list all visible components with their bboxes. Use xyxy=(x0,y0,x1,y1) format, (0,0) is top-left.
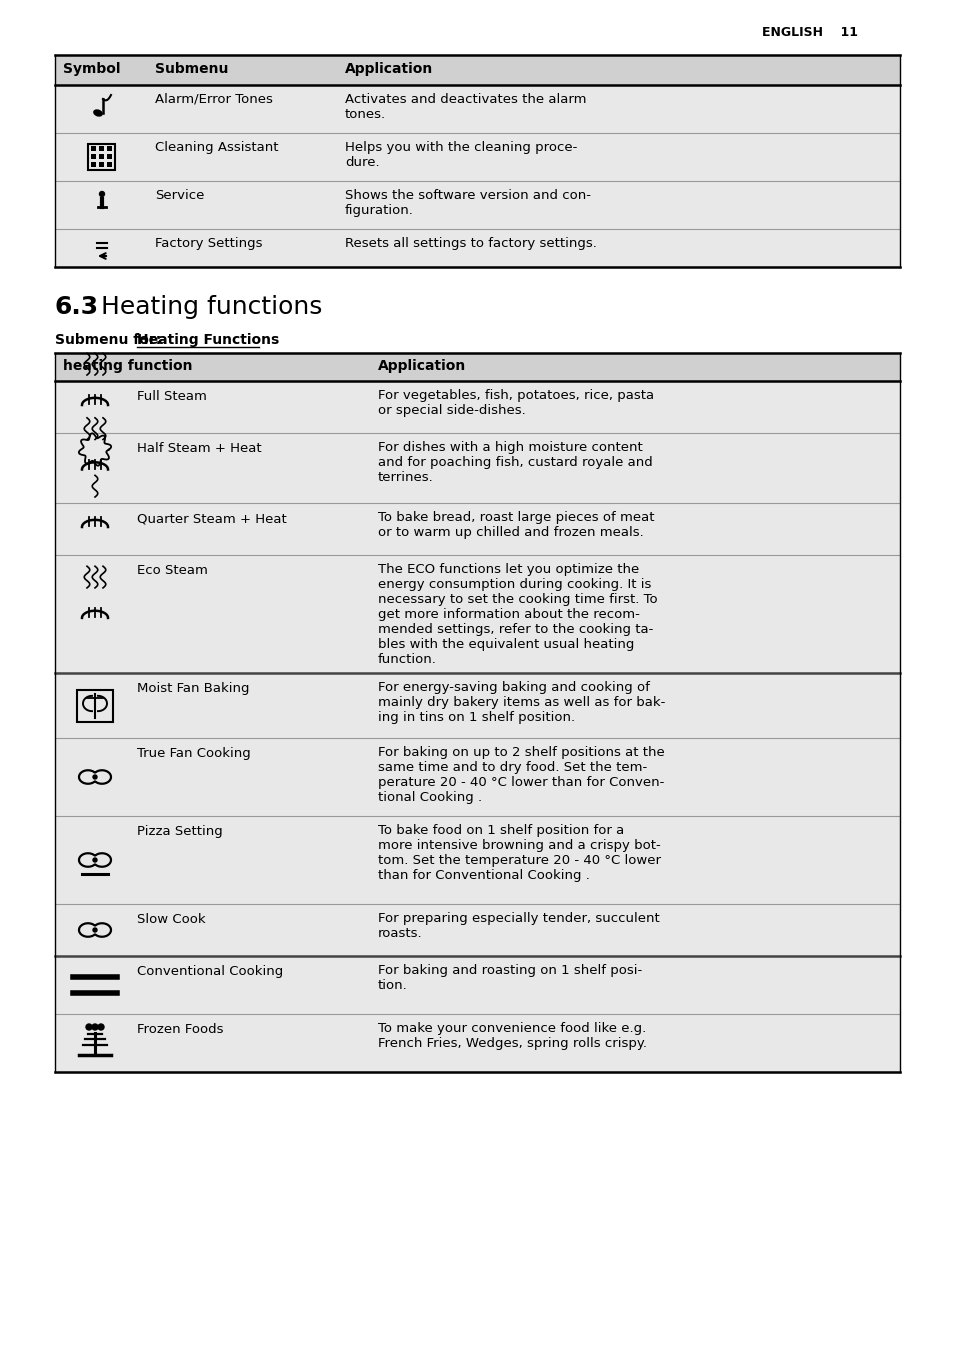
Circle shape xyxy=(98,1023,104,1030)
Bar xyxy=(55,228,899,266)
Bar xyxy=(99,162,104,168)
Circle shape xyxy=(92,775,97,779)
Bar xyxy=(55,956,899,1014)
Text: For vegetables, fish, potatoes, rice, pasta
or special side-dishes.: For vegetables, fish, potatoes, rice, pa… xyxy=(377,389,654,416)
Text: To bake bread, roast large pieces of meat
or to warm up chilled and frozen meals: To bake bread, roast large pieces of mea… xyxy=(377,511,654,539)
Text: Application: Application xyxy=(345,62,433,76)
Bar xyxy=(91,154,96,160)
Text: Resets all settings to factory settings.: Resets all settings to factory settings. xyxy=(345,237,597,250)
Text: Activates and deactivates the alarm
tones.: Activates and deactivates the alarm tone… xyxy=(345,93,586,120)
Text: 6.3: 6.3 xyxy=(55,295,99,319)
Bar xyxy=(55,556,899,673)
Text: Slow Cook: Slow Cook xyxy=(137,913,206,926)
Ellipse shape xyxy=(93,110,103,116)
Text: Frozen Foods: Frozen Foods xyxy=(137,1023,223,1036)
Text: Submenu: Submenu xyxy=(154,62,228,76)
Bar xyxy=(107,162,112,168)
Bar xyxy=(91,146,96,151)
Circle shape xyxy=(86,1023,91,1030)
Text: Service: Service xyxy=(154,189,204,201)
Bar xyxy=(55,738,899,817)
Text: Alarm/Error Tones: Alarm/Error Tones xyxy=(154,93,273,105)
Text: Half Steam + Heat: Half Steam + Heat xyxy=(137,442,261,456)
Circle shape xyxy=(92,859,97,863)
Text: For energy-saving baking and cooking of
mainly dry bakery items as well as for b: For energy-saving baking and cooking of … xyxy=(377,681,664,725)
Bar xyxy=(88,145,115,170)
Bar xyxy=(77,690,112,722)
Text: Helps you with the cleaning proce-
dure.: Helps you with the cleaning proce- dure. xyxy=(345,141,577,169)
Text: Cleaning Assistant: Cleaning Assistant xyxy=(154,141,278,154)
Text: heating function: heating function xyxy=(63,360,193,373)
Text: For baking on up to 2 shelf positions at the
same time and to dry food. Set the : For baking on up to 2 shelf positions at… xyxy=(377,746,664,804)
Bar xyxy=(91,162,96,168)
Bar xyxy=(55,1014,899,1072)
Text: The ECO functions let you optimize the
energy consumption during cooking. It is
: The ECO functions let you optimize the e… xyxy=(377,562,657,667)
Text: Moist Fan Baking: Moist Fan Baking xyxy=(137,681,250,695)
Text: Heating Functions: Heating Functions xyxy=(137,333,279,347)
Text: Application: Application xyxy=(377,360,466,373)
Bar xyxy=(55,181,899,228)
Bar xyxy=(55,673,899,738)
Text: Submenu for:: Submenu for: xyxy=(55,333,166,347)
Text: True Fan Cooking: True Fan Cooking xyxy=(137,748,251,760)
Text: For dishes with a high moisture content
and for poaching fish, custard royale an: For dishes with a high moisture content … xyxy=(377,441,652,484)
Bar xyxy=(99,154,104,160)
Text: For baking and roasting on 1 shelf posi-
tion.: For baking and roasting on 1 shelf posi-… xyxy=(377,964,641,992)
Text: To make your convenience food like e.g.
French Fries, Wedges, spring rolls crisp: To make your convenience food like e.g. … xyxy=(377,1022,646,1051)
Text: Conventional Cooking: Conventional Cooking xyxy=(137,965,283,977)
Text: Pizza Setting: Pizza Setting xyxy=(137,825,222,838)
Bar xyxy=(55,817,899,904)
Bar xyxy=(55,132,899,181)
Text: Heating functions: Heating functions xyxy=(92,295,322,319)
Bar xyxy=(55,85,899,132)
Text: For preparing especially tender, succulent
roasts.: For preparing especially tender, succule… xyxy=(377,913,659,940)
Text: Full Steam: Full Steam xyxy=(137,389,207,403)
Circle shape xyxy=(99,192,105,196)
Circle shape xyxy=(92,927,97,932)
Bar xyxy=(55,381,899,433)
Bar xyxy=(55,433,899,503)
Circle shape xyxy=(91,1023,98,1030)
Bar xyxy=(55,503,899,556)
Bar xyxy=(107,154,112,160)
Bar xyxy=(55,55,899,85)
Text: Quarter Steam + Heat: Quarter Steam + Heat xyxy=(137,512,287,525)
Bar xyxy=(55,353,899,381)
Text: Shows the software version and con-
figuration.: Shows the software version and con- figu… xyxy=(345,189,590,218)
Text: Symbol: Symbol xyxy=(63,62,120,76)
Bar xyxy=(55,904,899,956)
Text: Eco Steam: Eco Steam xyxy=(137,564,208,577)
Text: ENGLISH    11: ENGLISH 11 xyxy=(761,26,857,39)
Text: Factory Settings: Factory Settings xyxy=(154,237,262,250)
Bar xyxy=(107,146,112,151)
Bar xyxy=(99,146,104,151)
Text: To bake food on 1 shelf position for a
more intensive browning and a crispy bot-: To bake food on 1 shelf position for a m… xyxy=(377,823,660,882)
